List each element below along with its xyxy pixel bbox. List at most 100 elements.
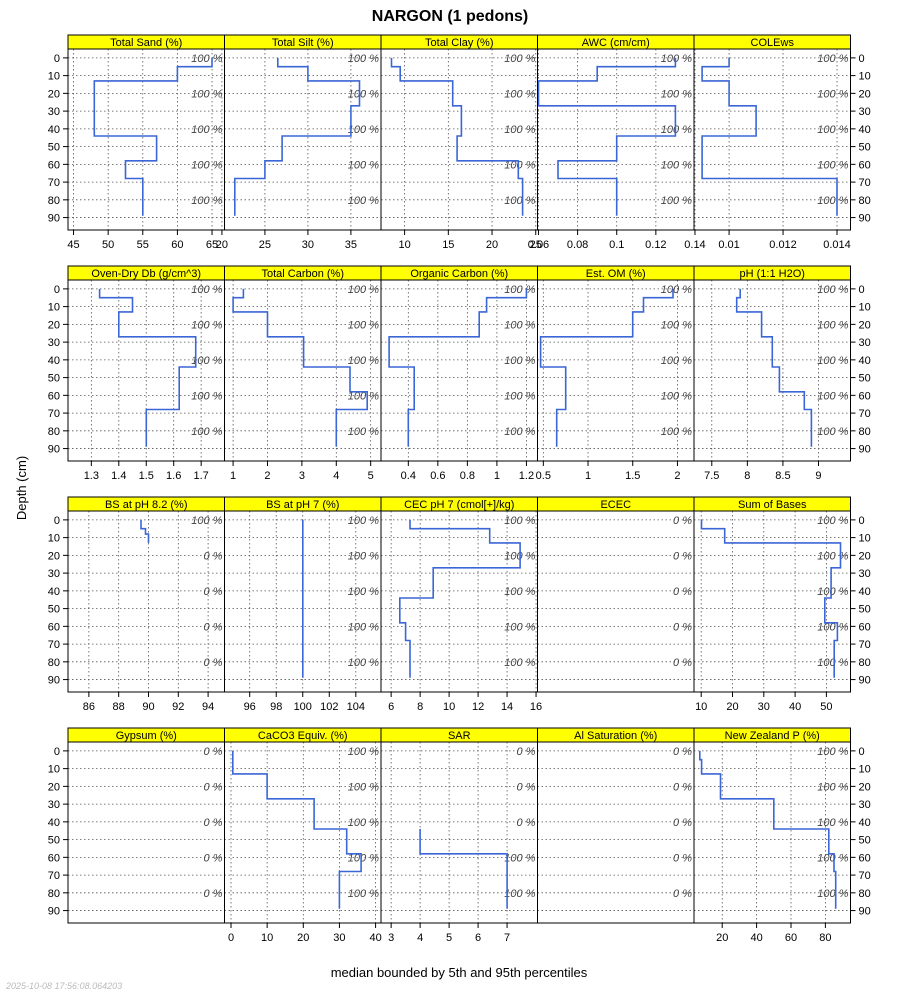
y-tick-label: 70: [48, 639, 60, 651]
percent-label: 0 %: [517, 746, 536, 758]
x-tick-label: 80: [819, 932, 831, 944]
y-tick-label: 10: [48, 71, 60, 83]
x-tick-label: 0.14: [684, 239, 705, 251]
x-tick-label: 1.3: [84, 470, 99, 482]
profile-line: [98, 288, 197, 447]
percent-label: 0 %: [204, 817, 223, 829]
x-tick-label: 40: [750, 932, 762, 944]
profile-line: [701, 57, 838, 216]
percent-label: 100 %: [817, 319, 848, 331]
profile-line: [388, 288, 528, 447]
y-tick-label: 0: [859, 515, 865, 527]
panel-frame: [693, 510, 851, 693]
panel-title: New Zealand P (%): [725, 730, 820, 742]
y-tick-label: 40: [48, 586, 60, 598]
y-tick-label: 90: [859, 444, 871, 456]
percent-label: 0 %: [204, 657, 223, 669]
x-tick-label: 0.014: [823, 239, 851, 251]
profile-line: [398, 519, 521, 678]
percent-label: 100 %: [348, 355, 379, 367]
y-tick-label: 60: [48, 852, 60, 864]
percent-label: 100 %: [817, 852, 848, 864]
percent-label: 0 %: [673, 852, 692, 864]
y-tick-label: 20: [859, 550, 871, 562]
percent-label: 100 %: [191, 53, 222, 65]
panel: COLEws 100 % 100 % 100 % 100 % 100 % 0.01 0.012…: [693, 34, 871, 251]
percent-label: 0 %: [673, 550, 692, 562]
percent-label: 100 %: [348, 586, 379, 598]
x-tick-label: 0.4: [401, 470, 416, 482]
x-tick-label: 10: [261, 932, 273, 944]
percent-label: 100 %: [661, 284, 692, 296]
percent-label: 0 %: [204, 888, 223, 900]
x-tick-label: 15: [442, 239, 454, 251]
panel: Est. OM (%) 100 % 100 % 100 % 100 % 100 % 0.5 1…: [536, 265, 695, 482]
percent-label: 100 %: [661, 355, 692, 367]
y-tick-label: 80: [48, 426, 60, 438]
x-tick-label: 1: [494, 470, 500, 482]
x-tick-label: 6: [388, 701, 394, 713]
percent-label: 0 %: [517, 817, 536, 829]
x-tick-label: 1.6: [166, 470, 181, 482]
x-tick-label: 98: [270, 701, 282, 713]
y-tick-label: 20: [48, 319, 60, 331]
x-tick-label: 96: [244, 701, 256, 713]
x-tick-label: 1.4: [111, 470, 126, 482]
panel: BS at pH 8.2 (%)100 % 0 % 0 % 0 % 0 % 86 88 90 9…: [48, 496, 225, 713]
y-tick-label: 40: [48, 817, 60, 829]
percent-label: 100 %: [661, 88, 692, 100]
y-tick-label: 10: [859, 533, 871, 545]
x-axis-label: median bounded by 5th and 95th percentil…: [331, 965, 588, 980]
panel-frame: [693, 279, 851, 462]
y-tick-label: 10: [48, 764, 60, 776]
y-tick-label: 0: [54, 53, 60, 65]
x-tick-label: 5: [368, 470, 374, 482]
x-tick-label: 20: [216, 239, 228, 251]
profile-line: [390, 57, 524, 216]
percent-label: 100 %: [817, 550, 848, 562]
panel: CaCO3 Equiv. (%)100 %100 %100 %100 %100 …: [224, 727, 382, 944]
x-tick-label: 50: [820, 701, 832, 713]
x-tick-label: 14: [501, 701, 513, 713]
panel: Oven-Dry Db (g/cm^3) 100 % 100 % 100 % 100 %…: [48, 265, 225, 482]
percent-label: 0 %: [204, 852, 223, 864]
panel: Gypsum (%) 0 % 0 % 0 % 0 % 0 % 0 10 20 30 40 50 60 70…: [48, 727, 225, 924]
panel: Al Saturation (%) 0 % 0 % 0 % 0 % 0 %: [537, 727, 695, 924]
panel-title: Total Clay (%): [425, 37, 493, 49]
percent-label: 100 %: [504, 390, 535, 402]
y-tick-label: 60: [859, 852, 871, 864]
percent-label: 100 %: [348, 319, 379, 331]
y-tick-label: 20: [859, 781, 871, 793]
percent-label: 0 %: [673, 817, 692, 829]
percent-label: 100 %: [348, 426, 379, 438]
y-tick-label: 0: [54, 515, 60, 527]
x-tick-label: 8: [744, 470, 750, 482]
percent-label: 100 %: [504, 195, 535, 207]
x-tick-label: 6: [475, 932, 481, 944]
x-tick-label: 102: [320, 701, 338, 713]
panel-title: Organic Carbon (%): [410, 268, 508, 280]
x-tick-label: 25: [259, 239, 271, 251]
y-tick-label: 40: [859, 817, 871, 829]
x-tick-label: 45: [67, 239, 79, 251]
y-tick-label: 50: [859, 835, 871, 847]
panel-title: CEC pH 7 (cmol[+]/kg): [404, 499, 514, 511]
percent-label: 100 %: [817, 746, 848, 758]
y-tick-label: 50: [48, 604, 60, 616]
percent-label: 100 %: [504, 621, 535, 633]
percent-label: 0 %: [204, 550, 223, 562]
y-tick-label: 40: [859, 124, 871, 136]
x-tick-label: 100: [294, 701, 312, 713]
y-tick-label: 50: [859, 373, 871, 385]
percent-label: 0 %: [673, 657, 692, 669]
y-tick-label: 0: [859, 53, 865, 65]
panel-title: Est. OM (%): [586, 268, 646, 280]
x-tick-label: 9: [815, 470, 821, 482]
y-tick-label: 30: [48, 568, 60, 580]
y-tick-label: 60: [859, 390, 871, 402]
y-tick-label: 90: [48, 906, 60, 918]
x-tick-label: 0.6: [430, 470, 445, 482]
percent-label: 100 %: [504, 159, 535, 171]
x-tick-label: 7: [504, 932, 510, 944]
percent-label: 100 %: [817, 586, 848, 598]
